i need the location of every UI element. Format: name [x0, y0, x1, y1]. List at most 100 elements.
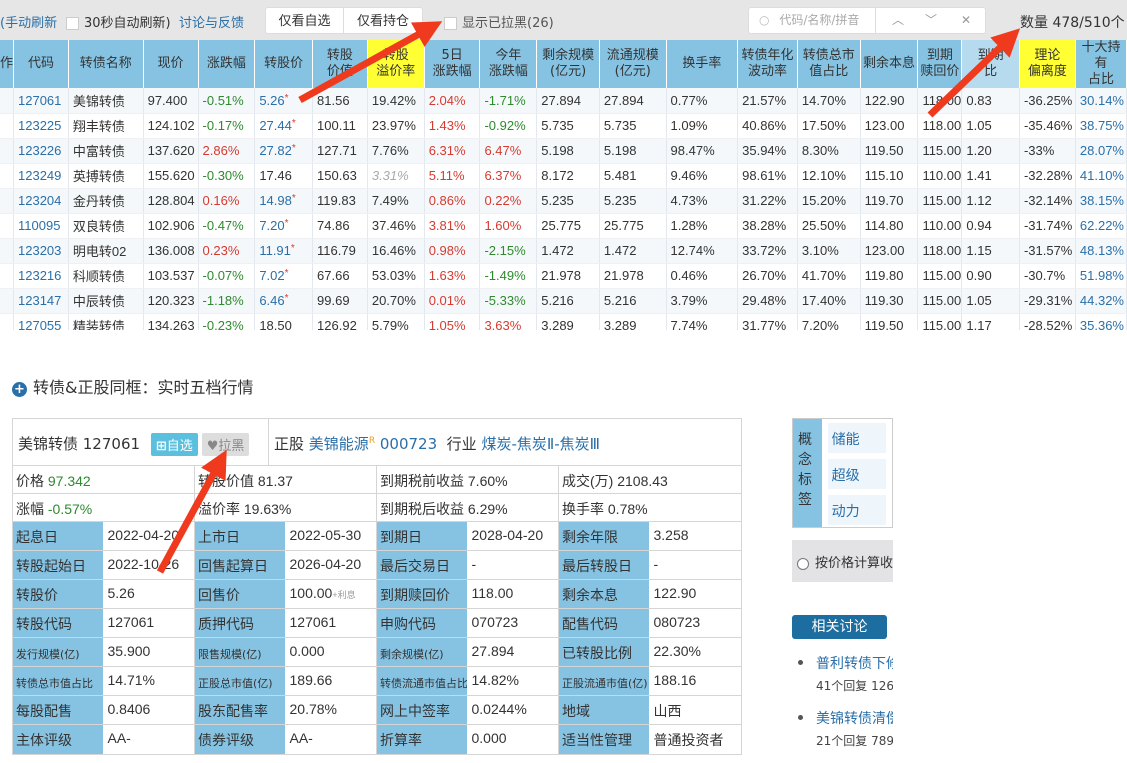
column-header[interactable]: 流通规模 (亿元) [599, 40, 667, 88]
feedback-link[interactable]: 讨论与反馈 [179, 16, 245, 31]
top10-holder-ratio[interactable]: 62.22% [1079, 218, 1124, 233]
action-cell[interactable] [0, 238, 14, 264]
bond-code-link[interactable]: 123226 [18, 143, 62, 158]
column-header[interactable]: 转股价 [254, 40, 314, 88]
column-header[interactable]: 到期 赎回价 [917, 40, 963, 88]
search-input[interactable]: ○ 代码/名称/拼音 ︿ ﹀ ✕ [748, 7, 986, 34]
table-row[interactable]: 123225 翔丰转债 124.102 -0.17% 27.44* 100.11 23.97… [0, 113, 1127, 139]
table-cell: 5.11% [424, 163, 481, 189]
column-header[interactable]: 剩余本息 [860, 40, 919, 88]
action-cell[interactable] [0, 138, 14, 164]
table-row[interactable]: 127061 美锦转债 97.400 -0.51% 5.26* 81.56 19.42% 2.… [0, 88, 1127, 114]
add-watch-button[interactable]: ⊞自选 [150, 433, 198, 456]
top10-holder-ratio[interactable]: 48.13% [1079, 243, 1124, 258]
concept-tag[interactable]: 超级 [827, 459, 886, 489]
top10-holder-ratio[interactable]: 44.32% [1079, 293, 1124, 308]
auto-refresh-checkbox[interactable]: 30秒自动刷新) [66, 12, 171, 31]
top10-holder-ratio[interactable]: 38.15% [1079, 193, 1124, 208]
bond-name[interactable]: 明电转02 [72, 244, 127, 259]
industry-link[interactable]: 煤炭-焦炭Ⅱ-焦炭Ⅲ [481, 435, 601, 453]
bond-code-link[interactable]: 127055 [18, 318, 62, 330]
table-cell: -0.51% [198, 88, 256, 114]
bond-name[interactable]: 翔丰转债 [72, 119, 125, 134]
only-holdings-button[interactable]: 仅看持仓 [343, 7, 423, 34]
bond-name[interactable]: 中辰转债 [72, 294, 125, 309]
stock-code-link[interactable]: 000723 [379, 435, 438, 453]
plus-circle-icon[interactable]: + [12, 382, 27, 397]
discussion-link[interactable]: 普利转债下修 [816, 656, 893, 672]
bond-code-link[interactable]: 123147 [18, 293, 62, 308]
column-header[interactable]: 到期 比 [961, 40, 1020, 88]
blacklist-button[interactable]: ♥拉黑 [201, 433, 250, 456]
action-cell[interactable] [0, 88, 14, 114]
table-row[interactable]: 123216 科顺转债 103.537 -0.07% 7.02* 67.66 53.03% 1… [0, 263, 1127, 289]
detail-value-text: 2022-04-20 [107, 527, 180, 543]
top10-holder-ratio[interactable]: 38.75% [1079, 118, 1124, 133]
detail-row: 转股起始日 2022-10-26 回售起算日 2026-04-20 最后交易日 - 最后转股… [13, 551, 741, 580]
column-header[interactable]: 剩余规模 (亿元) [536, 40, 600, 88]
bond-code-link[interactable]: 123249 [18, 168, 62, 183]
top10-holder-ratio[interactable]: 51.98% [1079, 268, 1124, 283]
column-header[interactable]: 转股 价值 [312, 40, 368, 88]
table-row[interactable]: 123147 中辰转债 120.323 -1.18% 6.46* 99.69 20.70% 0… [0, 288, 1127, 314]
chevron-up-icon[interactable]: ︿ [892, 13, 905, 27]
bond-name[interactable]: 中富转债 [72, 144, 125, 159]
conversion-price: 5.26 [259, 92, 285, 108]
column-header[interactable]: 转债总市 值占比 [797, 40, 861, 88]
column-header[interactable]: 今年 涨跌幅 [479, 40, 538, 88]
top10-holder-ratio[interactable]: 35.36% [1079, 318, 1124, 330]
table-row[interactable]: 110095 双良转债 102.906 -0.47% 7.20* 74.86 37.46% 3… [0, 213, 1127, 239]
bond-name[interactable]: 双良转债 [72, 219, 125, 234]
action-cell[interactable] [0, 288, 14, 314]
action-cell[interactable] [0, 313, 14, 330]
column-header[interactable]: 转债年化 波动率 [737, 40, 798, 88]
action-cell[interactable] [0, 213, 14, 239]
column-header[interactable]: 十大持有 占比 [1075, 40, 1127, 88]
bond-name[interactable]: 美锦转债 [72, 93, 125, 109]
table-row[interactable]: 123226 中富转债 137.620 2.86% 27.82* 127.71 7.76% 6… [0, 138, 1127, 164]
only-watchlist-button[interactable]: 仅看自选 [265, 7, 344, 34]
bond-code-link[interactable]: 123203 [18, 243, 62, 258]
stock-name-link[interactable]: 美锦能源 [308, 435, 369, 453]
column-header[interactable]: 涨跌幅 [198, 40, 256, 88]
column-header[interactable]: 理论 偏离度 [1019, 40, 1076, 88]
column-header[interactable]: 5日 涨跌幅 [424, 40, 481, 88]
bond-name[interactable]: 精装转债 [72, 319, 125, 330]
concept-tag[interactable]: 动力 [827, 495, 886, 525]
discussion-link[interactable]: 美锦转债清偿 [816, 711, 893, 727]
manual-refresh-link[interactable]: (手动刷新 [0, 16, 58, 31]
bond-code-link[interactable]: 123225 [18, 118, 62, 133]
bond-code-link[interactable]: 123216 [18, 268, 62, 283]
action-cell[interactable] [0, 113, 14, 139]
bond-code-link[interactable]: 127061 [18, 92, 62, 108]
show-blacklisted-checkbox[interactable]: 显示已拉黑(26) [444, 12, 554, 31]
price-calc-radio[interactable]: 按价格计算收 [792, 540, 893, 582]
table-cell: -2.15% [479, 238, 538, 264]
table-row[interactable]: 127055 精装转债 134.263 -0.23% 18.50 126.92 5.79% 1… [0, 313, 1127, 330]
top10-holder-ratio[interactable]: 30.14% [1079, 92, 1124, 108]
bond-code-link[interactable]: 123204 [18, 193, 62, 208]
bond-code-link[interactable]: 110095 [18, 218, 61, 233]
table-row[interactable]: 123249 英搏转债 155.620 -0.30% 17.46 150.63 3.31% 5… [0, 163, 1127, 189]
action-cell[interactable] [0, 263, 14, 289]
action-cell[interactable] [0, 188, 14, 214]
column-header[interactable]: 代码 [13, 40, 69, 88]
top10-holder-ratio[interactable]: 28.07% [1079, 143, 1124, 158]
concept-tag[interactable]: 储能 [827, 423, 886, 453]
top10-holder-ratio[interactable]: 41.10% [1079, 168, 1124, 183]
column-header[interactable]: 现价 [143, 40, 199, 88]
related-discussion-button[interactable]: 相关讨论 [792, 615, 887, 639]
chevron-down-icon[interactable]: ﹀ [925, 13, 938, 27]
table-row[interactable]: 123203 明电转02 136.008 0.23% 11.91* 116.79 16.46… [0, 238, 1127, 264]
bond-name[interactable]: 金丹转债 [72, 194, 125, 209]
action-cell[interactable] [0, 163, 14, 189]
bond-name[interactable]: 科顺转债 [72, 269, 125, 284]
column-header[interactable]: 转债名称 [68, 40, 144, 88]
close-icon[interactable]: ✕ [961, 13, 972, 27]
column-header[interactable]: 转股 溢价率 [367, 40, 425, 88]
table-row[interactable]: 123204 金丹转债 128.804 0.16% 14.98* 119.83 7.49% 0… [0, 188, 1127, 214]
premium-rate: 23.97% [371, 118, 416, 133]
column-header[interactable]: 换手率 [666, 40, 739, 88]
column-header[interactable]: 作 [0, 40, 14, 88]
bond-name[interactable]: 英搏转债 [72, 169, 125, 184]
